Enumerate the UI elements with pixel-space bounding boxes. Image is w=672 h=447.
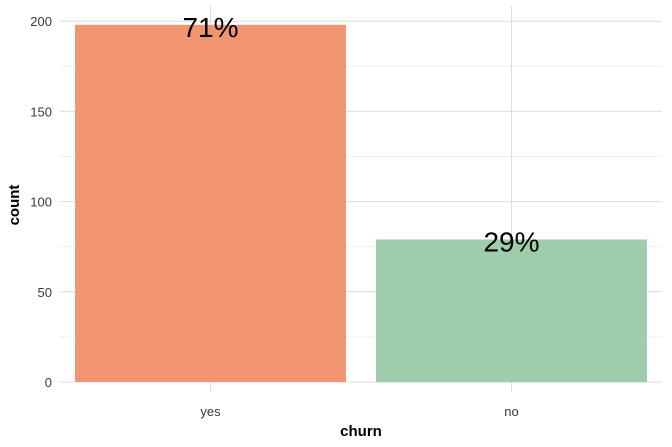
data-label-no: 29% xyxy=(483,226,539,257)
bar-yes xyxy=(75,24,346,382)
bar-no xyxy=(376,239,647,382)
y-tick-label: 0 xyxy=(45,375,52,390)
x-tick-label-no: no xyxy=(504,404,518,419)
y-axis-title: count xyxy=(6,185,23,226)
y-tick-label: 100 xyxy=(30,195,52,210)
y-tick-label: 200 xyxy=(30,14,52,29)
x-tick-label-yes: yes xyxy=(200,404,221,419)
y-axis-tick-labels: 0 50 100 150 200 xyxy=(30,14,52,390)
y-tick-label: 150 xyxy=(30,104,52,119)
x-axis-tick-labels: yes no xyxy=(200,404,518,419)
x-axis-title: churn xyxy=(340,423,382,440)
data-label-yes: 71% xyxy=(182,12,238,43)
bars xyxy=(75,24,647,382)
y-tick-label: 50 xyxy=(38,285,52,300)
data-labels: 71% 29% xyxy=(182,12,539,258)
